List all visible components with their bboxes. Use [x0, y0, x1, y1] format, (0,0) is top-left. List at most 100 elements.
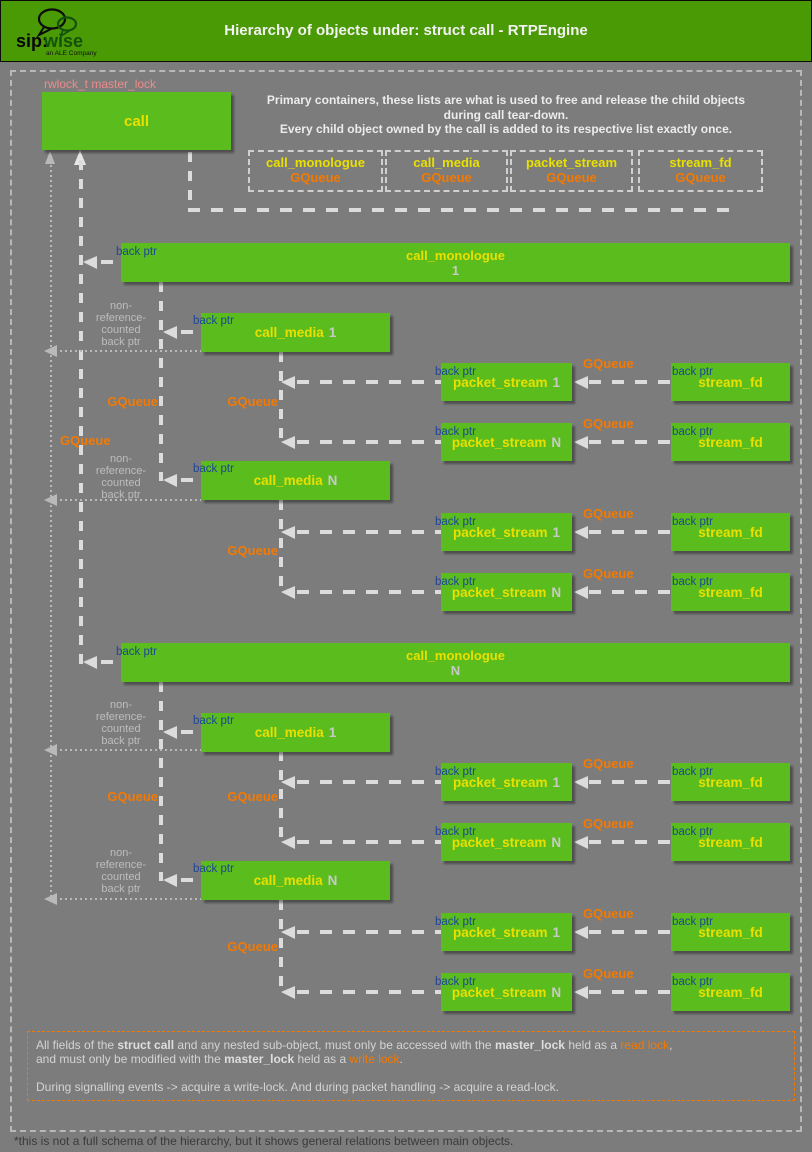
container-stream-fd-gqueue: stream_fd GQueue	[638, 150, 763, 192]
node-index: 1	[328, 725, 337, 740]
arrowhead-left-icon	[163, 474, 177, 487]
container-name: packet_stream	[525, 155, 618, 170]
container-queue-label: GQueue	[546, 170, 597, 185]
non-ref-back-ptr-line	[55, 499, 201, 501]
container-call-media-gqueue: call_media GQueue	[385, 150, 508, 192]
packet-stream-box: packet_stream 1	[441, 363, 572, 401]
node-index: N	[450, 662, 461, 678]
container-bracket-hline	[188, 208, 737, 212]
gqueue-label: GQueue	[227, 939, 278, 954]
node-name: packet_stream	[452, 774, 548, 790]
arrowhead-left-icon	[281, 586, 295, 599]
header-bar	[0, 0, 812, 62]
node-index: N	[551, 834, 562, 850]
arrowhead-left-icon	[574, 776, 588, 789]
packet-stream-box: packet_stream N	[441, 823, 572, 861]
arrowhead-left-icon	[83, 256, 97, 269]
page-title: Hierarchy of objects under: struct call …	[224, 22, 588, 39]
arrow-up-icon	[45, 151, 55, 164]
back-ptr-label: back ptr	[435, 366, 476, 378]
arrowhead-left-icon	[574, 586, 588, 599]
back-ptr-dash	[101, 660, 114, 664]
back-ptr-line	[297, 530, 441, 534]
stream-fd-box: stream_fd	[671, 573, 790, 611]
non-ref-back-ptr-channel	[50, 160, 52, 899]
arrowhead-left-icon	[163, 326, 177, 339]
gqueue-label: GQueue	[227, 543, 278, 558]
primary-note-line3: Every child object owned by the call is …	[279, 122, 733, 136]
arrowhead-left-icon	[281, 836, 295, 849]
node-name: stream_fd	[698, 434, 763, 450]
locking-note-line2: and must only be modified with the maste…	[36, 1052, 403, 1066]
arrowhead-left-icon	[574, 436, 588, 449]
node-name: packet_stream	[451, 434, 547, 450]
arrowhead-left-icon	[281, 376, 295, 389]
arrowhead-left-icon	[574, 526, 588, 539]
gqueue-line	[589, 840, 671, 844]
call-media-box: call_media N	[201, 861, 390, 900]
call-monologue-1-box: call_monologue 1	[121, 243, 790, 282]
node-name: stream_fd	[698, 984, 763, 1000]
back-ptr-label: back ptr	[193, 315, 234, 327]
container-queue-label: GQueue	[675, 170, 726, 185]
stream-fd-box: stream_fd	[671, 973, 790, 1011]
gqueue-line	[589, 990, 671, 994]
stream-fd-box: stream_fd	[671, 423, 790, 461]
stream-fd-box: stream_fd	[671, 363, 790, 401]
arrowhead-left-icon	[83, 656, 97, 669]
arrowhead-left-icon	[44, 744, 57, 756]
node-index: 1	[451, 262, 460, 278]
gqueue-label: GQueue	[583, 356, 634, 371]
call-media-box: call_media 1	[201, 313, 390, 352]
logo-wise-text: wise	[43, 31, 83, 51]
gqueue-label: GQueue	[583, 506, 634, 521]
container-bracket-vline	[188, 152, 192, 210]
arrowhead-left-icon	[574, 836, 588, 849]
non-ref-back-ptr-line	[55, 749, 201, 751]
arrowhead-left-icon	[281, 436, 295, 449]
back-ptr-line	[297, 840, 441, 844]
back-ptr-label: back ptr	[435, 826, 476, 838]
back-ptr-line	[297, 930, 441, 934]
gqueue-label: GQueue	[583, 966, 634, 981]
node-name: packet_stream	[452, 524, 548, 540]
container-packet-stream-gqueue: packet_stream GQueue	[510, 150, 633, 192]
node-index: 1	[552, 774, 561, 790]
master-lock-label: rwlock_t master_lock	[44, 77, 157, 91]
node-index: 1	[552, 374, 561, 390]
arrowhead-left-icon	[44, 893, 57, 905]
container-call-monologue-gqueue: call_monologue GQueue	[248, 150, 383, 192]
media-list-line	[159, 282, 163, 481]
back-ptr-label: back ptr	[672, 366, 713, 378]
node-name: stream_fd	[698, 834, 763, 850]
node-name: packet_stream	[451, 584, 547, 600]
back-ptr-label: back ptr	[435, 916, 476, 928]
back-ptr-label: back ptr	[193, 863, 234, 875]
node-index: N	[327, 873, 338, 888]
back-ptr-dash	[101, 260, 114, 264]
back-ptr-line	[297, 990, 441, 994]
node-name: call_media	[254, 325, 324, 340]
node-name: stream_fd	[698, 374, 763, 390]
diagram-frame	[10, 70, 802, 1132]
non-ref-counted-label: non- reference- counted back ptr	[95, 699, 147, 747]
packet-stream-box: packet_stream N	[441, 973, 572, 1011]
gqueue-line	[589, 590, 671, 594]
packet-stream-box: packet_stream 1	[441, 513, 572, 551]
node-name: stream_fd	[698, 924, 763, 940]
gqueue-label: GQueue	[60, 433, 111, 448]
back-ptr-label: back ptr	[435, 516, 476, 528]
packet-stream-box: packet_stream 1	[441, 763, 572, 801]
gqueue-label: GQueue	[583, 416, 634, 431]
back-ptr-label: back ptr	[116, 646, 157, 658]
primary-note-line1: Primary containers, these lists are what…	[266, 93, 746, 107]
back-ptr-dash	[181, 330, 193, 334]
gqueue-label: GQueue	[107, 394, 158, 409]
non-ref-counted-label: non- reference- counted back ptr	[95, 300, 147, 348]
gqueue-label: GQueue	[583, 566, 634, 581]
stream-fd-box: stream_fd	[671, 763, 790, 801]
arrowhead-left-icon	[574, 376, 588, 389]
packet-stream-box: packet_stream N	[441, 573, 572, 611]
node-name: packet_stream	[452, 924, 548, 940]
gqueue-line	[589, 380, 671, 384]
